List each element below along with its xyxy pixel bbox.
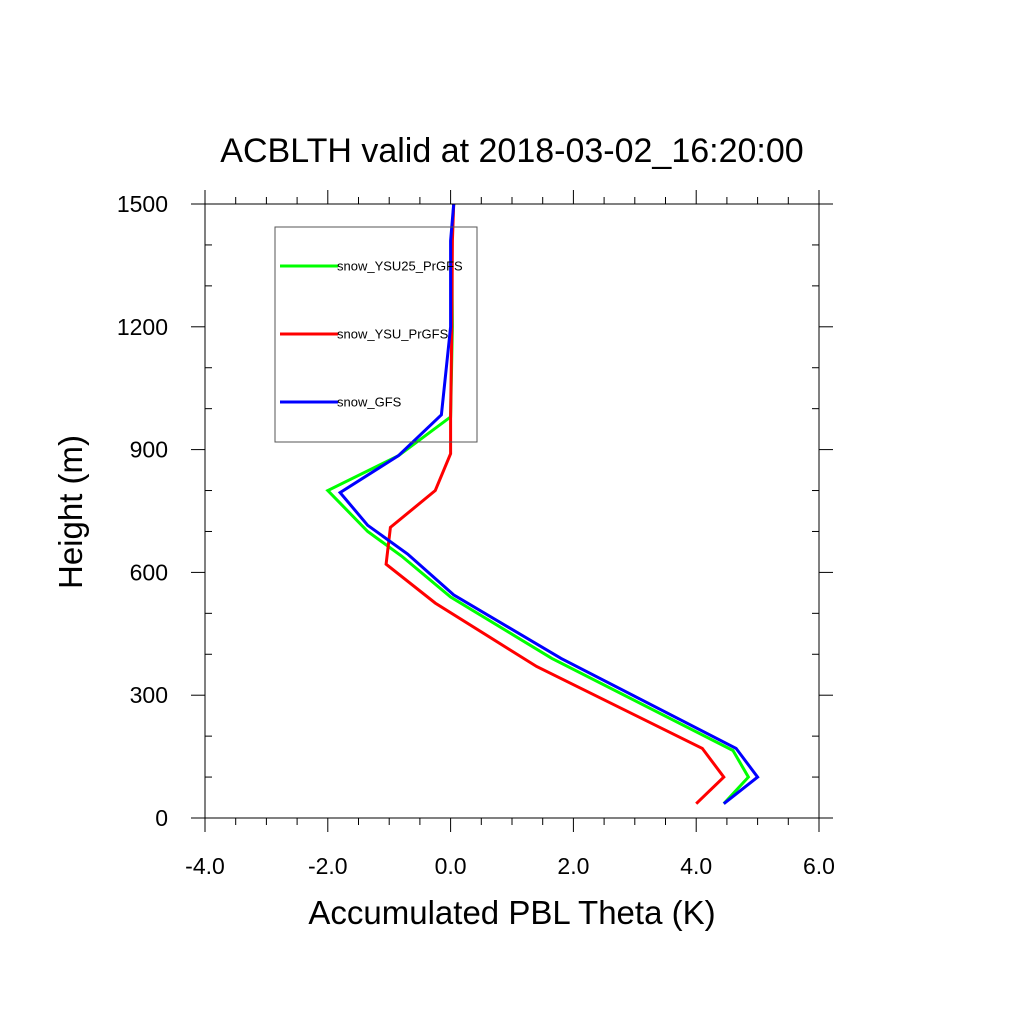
chart-title: ACBLTH valid at 2018-03-02_16:20:00 [220,132,803,170]
series-line-snow_GFS [337,203,760,805]
legend-entry: snow_YSU25_PrGFS [280,259,463,274]
legend-entry: snow_GFS [280,395,402,410]
legend: snow_YSU25_PrGFS snow_YSU_PrGFS snow_GFS [274,226,478,443]
y-tick-label: 600 [130,559,168,585]
x-tick-labels: -4.0 -2.0 0.0 2.0 4.0 6.0 [185,853,835,879]
x-tick-label: 6.0 [803,853,835,879]
legend-label: snow_GFS [337,395,402,410]
y-tick-label: 0 [155,805,168,831]
y-tick-marks [191,203,833,819]
y-tick-label: 300 [130,682,168,708]
series-lines [325,203,760,805]
y-axis-label: Height (m) [52,435,89,589]
x-tick-label: 2.0 [557,853,589,879]
x-axis-label: Accumulated PBL Theta (K) [308,894,715,931]
legend-box [274,226,478,443]
y-tick-label: 1200 [117,314,168,340]
x-tick-label: 4.0 [680,853,712,879]
y-tick-label: 900 [130,437,168,463]
legend-label: snow_YSU_PrGFS [337,327,449,342]
legend-label: snow_YSU25_PrGFS [337,259,463,274]
y-tick-labels: 0 300 600 900 1200 1500 [117,191,168,831]
y-tick-label: 1500 [117,191,168,217]
plot-frame [204,203,820,819]
x-tick-label: -4.0 [185,853,225,879]
x-tick-label: 0.0 [435,853,467,879]
x-tick-marks [204,190,820,832]
x-tick-label: -2.0 [308,853,348,879]
legend-entry: snow_YSU_PrGFS [280,327,449,342]
